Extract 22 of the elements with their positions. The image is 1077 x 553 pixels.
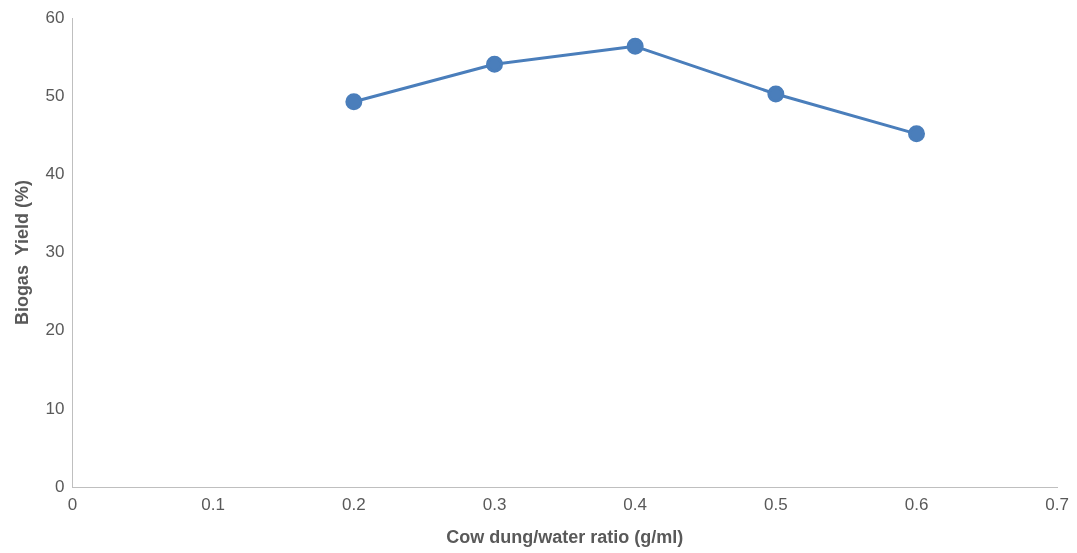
point bbox=[626, 37, 644, 55]
point bbox=[908, 125, 926, 143]
y-tick-label: 40 bbox=[45, 164, 65, 184]
y-axis-title: Biogas Yield (%) bbox=[11, 180, 32, 326]
x-tick-label: 0.6 bbox=[904, 494, 929, 514]
x-tick-label: 0.3 bbox=[482, 494, 507, 514]
y-tick-label: 50 bbox=[45, 86, 65, 106]
x-tick-label: 0 bbox=[67, 494, 78, 514]
y-tick-label: 60 bbox=[45, 7, 65, 27]
point bbox=[345, 93, 363, 111]
y-tick-label: 10 bbox=[45, 398, 65, 418]
y-tick-label: 0 bbox=[55, 476, 65, 496]
point bbox=[486, 55, 504, 73]
y-tick-label: 30 bbox=[45, 242, 65, 262]
x-tick-label: 0.5 bbox=[764, 494, 788, 514]
x-tick-label: 0.1 bbox=[201, 494, 225, 514]
x-tick-label: 0.7 bbox=[1045, 494, 1069, 514]
y-tick-label: 20 bbox=[45, 320, 65, 340]
x-axis-title: Cow dung/water ratio (g/ml) bbox=[446, 527, 684, 548]
x-tick-label: 0.4 bbox=[623, 494, 647, 514]
point bbox=[767, 85, 785, 103]
x-tick-label: 0.2 bbox=[342, 494, 366, 514]
